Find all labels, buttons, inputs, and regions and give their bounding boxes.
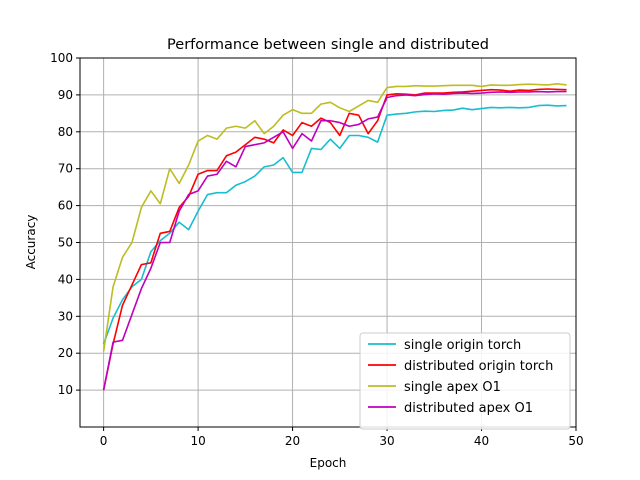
legend-box — [359, 332, 571, 430]
x-tick-label: 50 — [568, 434, 583, 448]
legend-entry: single apex O1 — [404, 380, 501, 395]
y-tick-label: 100 — [50, 51, 73, 65]
x-tick-label: 10 — [190, 434, 205, 448]
x-tick-label: 40 — [474, 434, 489, 448]
series-line-single-origin-torch — [102, 104, 567, 345]
y-tick-label: 60 — [58, 199, 73, 213]
y-axis-label: Accuracy — [24, 215, 38, 270]
x-tick-label: 30 — [379, 434, 394, 448]
y-tick-label: 70 — [58, 162, 73, 176]
series-line-single-apex-o1 — [102, 83, 567, 352]
legend: single origin torch distributed origin to… — [359, 332, 571, 430]
y-tick-label: 40 — [58, 272, 73, 286]
series-line-distributed-apex-o1 — [102, 90, 567, 391]
y-tick-label: 50 — [58, 236, 73, 250]
x-axis: 0 10 20 30 40 50 — [100, 427, 584, 448]
legend-entry: distributed origin torch — [404, 359, 553, 374]
y-tick-label: 80 — [58, 125, 73, 139]
x-tick-label: 20 — [285, 434, 300, 448]
x-tick-label: 0 — [100, 434, 108, 448]
legend-entry: single origin torch — [404, 338, 521, 353]
y-axis: 10 20 30 40 50 60 70 80 90 100 — [50, 51, 80, 397]
series-group — [102, 83, 567, 391]
y-tick-label: 30 — [58, 309, 73, 323]
y-tick-label: 10 — [58, 383, 73, 397]
y-tick-label: 20 — [58, 346, 73, 360]
x-axis-label: Epoch — [310, 456, 347, 470]
legend-entry: distributed apex O1 — [404, 401, 533, 416]
chart-title: Performance between single and distribut… — [167, 37, 489, 53]
y-tick-label: 90 — [58, 88, 73, 102]
series-line-distributed-origin-torch — [102, 88, 567, 391]
grid — [80, 57, 577, 427]
